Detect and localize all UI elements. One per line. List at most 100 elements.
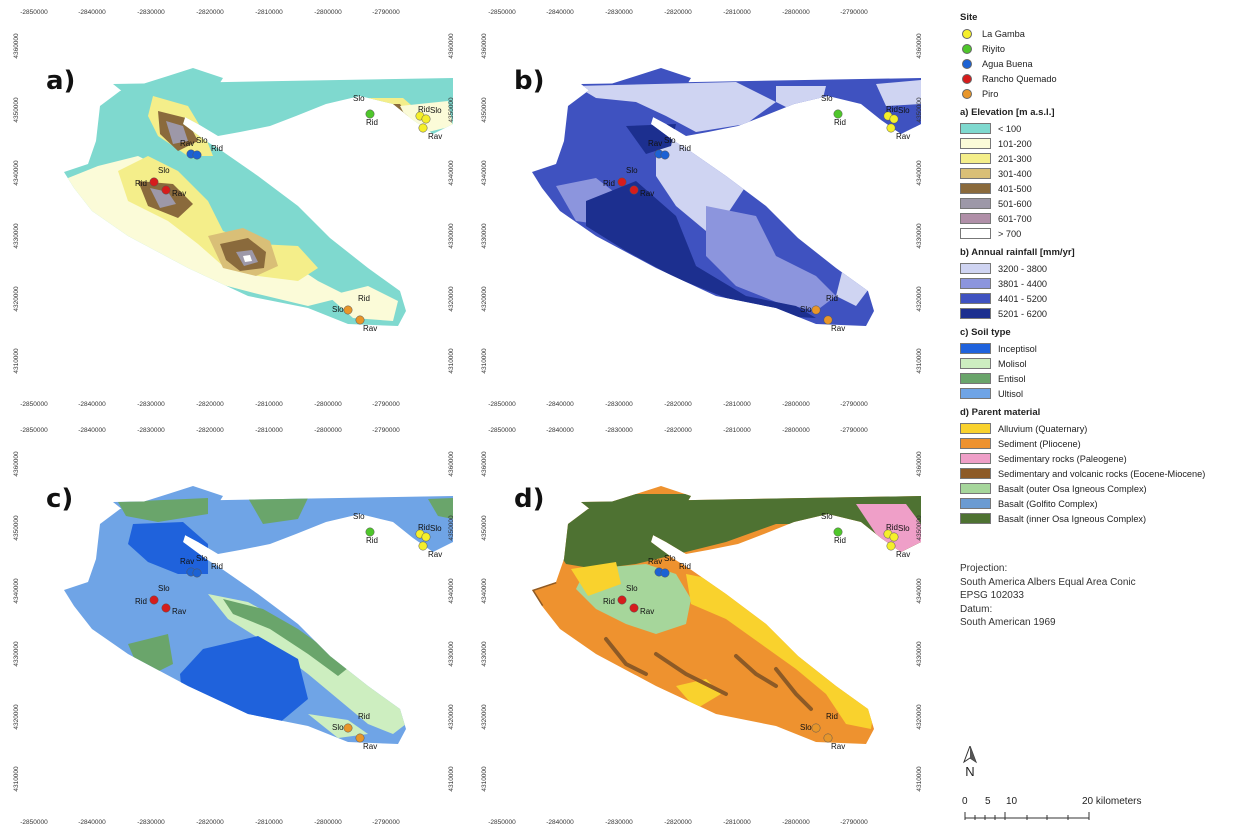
legend-swatch	[960, 308, 991, 319]
y-tick-label: 4320000	[448, 286, 455, 312]
projection-line: Projection:	[960, 563, 1008, 574]
legend-item-label: Entisol	[998, 373, 1026, 384]
legend-item-label: Sedimentary and volcanic rocks (Eocene-M…	[998, 468, 1206, 479]
site-position-label: Slo	[664, 136, 676, 145]
x-tick-label: -2840000	[546, 427, 574, 434]
legend-item-label: 301-400	[998, 168, 1032, 179]
site-position-label: Rav	[640, 189, 654, 198]
legend-item: 501-600	[960, 196, 1238, 211]
x-tick-label: -2790000	[372, 819, 400, 826]
panel-label: d)	[514, 484, 545, 514]
scale-label: 20 kilometers	[1082, 796, 1142, 807]
legend-item: Riyito	[960, 41, 1238, 56]
legend-rainfall-title: b) Annual rainfall [mm/yr]	[960, 247, 1075, 258]
scale-label: 10	[1006, 796, 1018, 807]
projection-info: Projection: South America Albers Equal A…	[960, 562, 1238, 630]
legend-swatch	[960, 388, 991, 399]
y-tick-label: 4340000	[916, 578, 923, 604]
x-tick-label: -2840000	[78, 9, 106, 16]
legend: Site La Gamba Riyito Agua Buena Rancho Quem…	[960, 6, 1238, 826]
site-position-label: Slo	[158, 166, 170, 175]
y-tick-label: 4310000	[916, 348, 923, 374]
site-marker	[343, 305, 353, 315]
site-position-label: Rid	[679, 562, 691, 571]
legend-swatch	[960, 423, 991, 434]
site-position-label: Slo	[196, 136, 208, 145]
legend-swatch	[960, 278, 991, 289]
x-tick-label: -2820000	[664, 427, 692, 434]
legend-item-label: Riyito	[982, 43, 1005, 54]
y-tick-label: 4340000	[13, 160, 20, 186]
legend-item-label: 4401 - 5200	[998, 293, 1048, 304]
site-position-label: Slo	[800, 305, 812, 314]
legend-item-label: < 100	[998, 123, 1022, 134]
site-position-label: Slo	[898, 524, 910, 533]
y-tick-label: 4320000	[916, 704, 923, 730]
y-tick-label: 4310000	[916, 766, 923, 792]
site-position-label: Rav	[363, 324, 377, 333]
map-panel-a-elevation: -2850000 -2850000 -2840000 -2840000 -2830000…	[8, 6, 478, 410]
x-tick-label: -2840000	[78, 427, 106, 434]
x-tick-label: -2800000	[314, 401, 342, 408]
site-position-label: Slo	[353, 512, 365, 521]
y-tick-label: 4330000	[481, 641, 488, 667]
x-tick-label: -2850000	[488, 819, 516, 826]
legend-item: Agua Buena	[960, 56, 1238, 71]
site-position-label: Rid	[826, 712, 838, 721]
x-tick-label: -2830000	[605, 427, 633, 434]
x-tick-label: -2850000	[488, 427, 516, 434]
legend-item: Alluvium (Quaternary)	[960, 421, 1238, 436]
site-marker-icon	[962, 88, 972, 99]
x-tick-label: -2830000	[605, 9, 633, 16]
x-tick-label: -2820000	[196, 401, 224, 408]
y-tick-label: 4340000	[481, 578, 488, 604]
site-marker	[192, 568, 202, 578]
site-position-label: Slo	[898, 106, 910, 115]
site-marker	[365, 527, 375, 537]
y-tick-label: 4310000	[13, 766, 20, 792]
site-marker	[660, 150, 670, 160]
site-marker	[629, 603, 639, 613]
site-marker	[660, 568, 670, 578]
site-position-label: Slo	[626, 166, 638, 175]
site-position-label: Slo	[332, 723, 344, 732]
x-tick-label: -2840000	[78, 401, 106, 408]
y-tick-label: 4320000	[916, 286, 923, 312]
legend-item: Entisol	[960, 371, 1238, 386]
x-tick-label: -2820000	[664, 9, 692, 16]
site-position-label: Slo	[626, 584, 638, 593]
site-marker	[355, 733, 365, 743]
site-position-label: Slo	[664, 554, 676, 563]
x-tick-label: -2830000	[137, 427, 165, 434]
x-tick-label: -2810000	[723, 819, 751, 826]
x-tick-label: -2850000	[20, 427, 48, 434]
scale-label: 0	[962, 796, 968, 807]
y-tick-label: 4320000	[13, 286, 20, 312]
x-tick-label: -2800000	[314, 9, 342, 16]
x-tick-label: -2800000	[782, 819, 810, 826]
x-tick-label: -2840000	[546, 401, 574, 408]
legend-soil-list: Inceptisol Molisol Entisol Ultisol	[960, 341, 1238, 401]
site-marker	[421, 114, 431, 124]
site-marker	[161, 603, 171, 613]
x-tick-label: -2810000	[723, 9, 751, 16]
legend-item-label: 3801 - 4400	[998, 278, 1048, 289]
site-position-label: Rid	[826, 294, 838, 303]
legend-item-label: 401-500	[998, 183, 1032, 194]
legend-item: 301-400	[960, 166, 1238, 181]
legend-item: 101-200	[960, 136, 1238, 151]
x-tick-label: -2800000	[314, 819, 342, 826]
site-marker-icon	[962, 43, 972, 54]
projection-line: EPSG 102033	[960, 590, 1024, 601]
legend-swatch	[960, 228, 991, 239]
y-tick-label: 4360000	[916, 33, 923, 59]
map-svg: -2850000 -2850000 -2840000 -2840000 -2830000…	[13, 9, 455, 408]
x-tick-label: -2830000	[137, 819, 165, 826]
x-tick-label: -2790000	[840, 9, 868, 16]
legend-item-label: Basalt (inner Osa Igneous Complex)	[998, 513, 1147, 524]
y-tick-label: 4310000	[13, 348, 20, 374]
x-tick-label: -2790000	[840, 819, 868, 826]
site-marker	[886, 541, 896, 551]
site-marker	[811, 305, 821, 315]
x-tick-label: -2810000	[255, 9, 283, 16]
